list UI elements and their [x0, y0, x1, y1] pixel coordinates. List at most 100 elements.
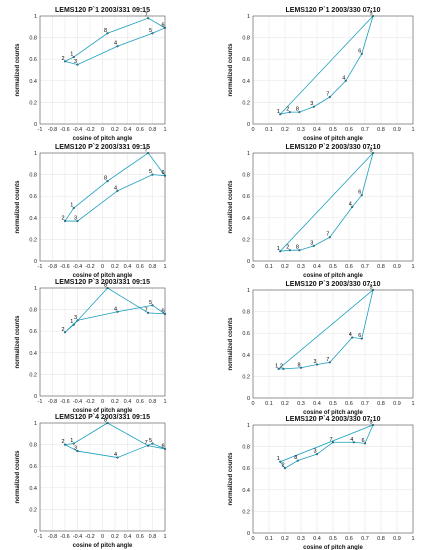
- data-point: [163, 447, 167, 450]
- data-point: [344, 79, 347, 82]
- x-tick-label: 0.6: [345, 401, 353, 407]
- data-point: [151, 304, 154, 307]
- data-point: [371, 288, 375, 292]
- point-label: 3: [314, 449, 317, 455]
- x-tick-label: 0.4: [124, 534, 132, 540]
- point-label: 6: [358, 48, 361, 54]
- data-point: [106, 180, 109, 183]
- y-tick-label: 0.8: [29, 173, 37, 179]
- point-label: 5: [149, 300, 152, 306]
- chart-panel-7: -1 -0.8 -0.6 -0.4 -0.2 0 0.2 0.4 0.6 0.8 1 0 0.2 0.4 0…: [15, 414, 167, 549]
- data-point: [163, 312, 167, 315]
- x-tick-label: 0.1: [265, 536, 273, 542]
- x-tick-label: 0: [101, 534, 104, 540]
- x-tick-label: -0.6: [60, 264, 69, 270]
- y-tick-label: 1: [34, 14, 37, 20]
- x-axis-label: cosine of pitch angle: [303, 545, 363, 550]
- y-tick-label: 0.4: [29, 351, 37, 357]
- chart-panel-2: 0 0.1 0.2 0.3 0.4 0.5 0.6 0.7 0.8 0.9 1 0 0.2 0.4 0.6 0…: [228, 7, 415, 142]
- point-label: 1: [70, 203, 73, 209]
- data-point: [106, 32, 109, 35]
- x-tick-label: -0.4: [73, 264, 82, 270]
- x-tick-label: 0: [101, 399, 104, 405]
- point-label: 8: [104, 418, 107, 424]
- point-label: 4: [349, 332, 352, 338]
- x-tick-label: 0.1: [265, 127, 273, 133]
- point-label: 7: [326, 357, 329, 363]
- point-label: 7: [326, 232, 329, 238]
- data-point: [298, 111, 301, 114]
- y-tick-label: 0: [247, 396, 250, 402]
- x-tick-label: -0.8: [48, 399, 57, 405]
- x-tick-label: -0.4: [73, 399, 82, 405]
- point-label: 5: [370, 11, 373, 17]
- point-label: 6: [358, 333, 361, 339]
- data-point: [151, 32, 154, 35]
- y-axis-label: normalized counts: [15, 180, 21, 234]
- x-tick-label: 0.4: [124, 399, 132, 405]
- point-label: 4: [349, 202, 352, 208]
- y-tick-label: 0.8: [242, 173, 250, 179]
- x-tick-label: 0.4: [313, 536, 321, 542]
- y-tick-label: 0.4: [29, 216, 37, 222]
- point-label: 5: [149, 438, 152, 444]
- y-tick-label: 0.8: [29, 443, 37, 449]
- data-point: [328, 95, 331, 99]
- point-label: 8: [104, 176, 107, 182]
- data-point: [116, 45, 119, 48]
- point-label: 1: [275, 363, 278, 369]
- x-tick-label: -0.8: [48, 127, 57, 133]
- x-tick-label: 1: [411, 264, 414, 270]
- x-tick-label: 1: [163, 399, 166, 405]
- x-tick-label: 0.3: [297, 127, 305, 133]
- chart-title: LEMS120 P`1 2003/331 09:15: [55, 7, 150, 14]
- point-label: 4: [114, 452, 117, 458]
- x-tick-label: 1: [411, 127, 414, 133]
- x-tick-label: -0.2: [85, 264, 94, 270]
- y-tick-label: 0.6: [242, 466, 250, 472]
- point-label: 5: [149, 169, 152, 175]
- data-point: [72, 207, 75, 210]
- x-tick-label: 1: [163, 264, 166, 270]
- data-point: [76, 319, 79, 322]
- point-label: 6: [162, 170, 165, 176]
- data-point: [163, 174, 167, 177]
- y-tick-label: 1: [34, 151, 37, 157]
- x-tick-label: 0: [251, 401, 254, 407]
- y-tick-label: 0.2: [242, 509, 250, 515]
- x-tick-label: 0.3: [297, 536, 305, 542]
- y-tick-label: 0.4: [242, 79, 250, 85]
- point-label: 7: [145, 440, 148, 446]
- y-tick-label: 0: [34, 259, 37, 265]
- plot-frame: [252, 424, 414, 534]
- point-label: 5: [149, 28, 152, 34]
- data-point: [151, 173, 154, 176]
- point-label: 7: [145, 13, 148, 19]
- y-tick-label: 0.2: [29, 100, 37, 106]
- data-point: [312, 105, 315, 108]
- point-label: 6: [162, 308, 165, 314]
- point-label: 1: [277, 246, 280, 252]
- x-tick-label: -0.4: [73, 127, 82, 133]
- y-tick-label: 0: [247, 531, 250, 537]
- x-tick-label: 0: [251, 127, 254, 133]
- y-tick-label: 0: [34, 122, 37, 128]
- point-label: 8: [104, 28, 107, 34]
- point-label: 8: [298, 362, 301, 368]
- x-tick-label: 0.8: [377, 401, 385, 407]
- y-tick-label: 0.2: [242, 100, 250, 106]
- data-point: [163, 26, 167, 29]
- x-tick-label: 0.7: [361, 127, 369, 133]
- point-label: 2: [286, 245, 289, 251]
- data-point: [288, 249, 291, 252]
- data-point: [288, 111, 291, 114]
- point-label: 8: [294, 455, 297, 461]
- x-tick-label: 0.6: [136, 127, 144, 133]
- x-tick-label: -0.6: [60, 399, 69, 405]
- chart-panel-8: 0 0.1 0.2 0.3 0.4 0.5 0.6 0.7 0.8 0.9 1 0 0.2 0.4 0.6 0…: [228, 416, 415, 550]
- plot-frame: [252, 289, 414, 399]
- y-tick-label: 0.6: [242, 331, 250, 337]
- x-tick-label: 0: [101, 264, 104, 270]
- data-point: [279, 113, 282, 116]
